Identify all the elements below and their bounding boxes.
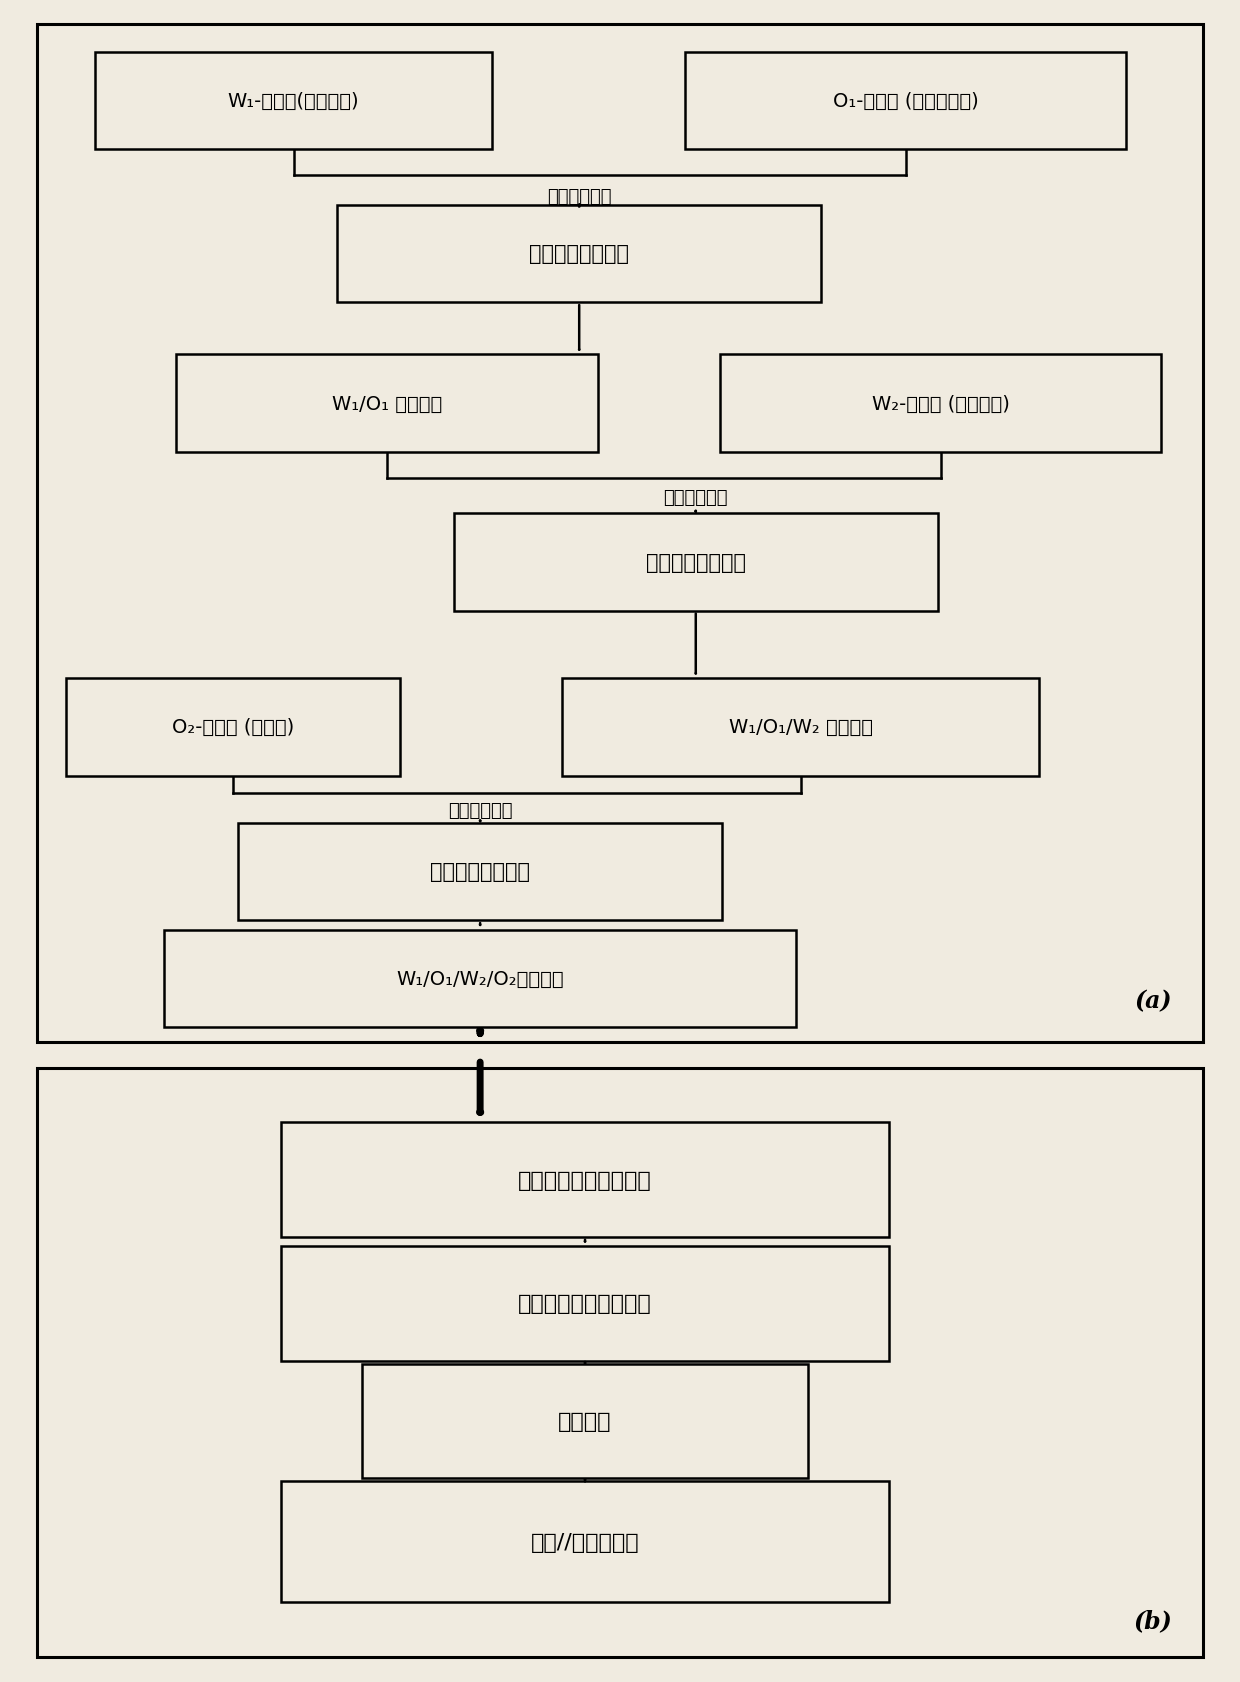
FancyBboxPatch shape xyxy=(281,1124,889,1238)
Text: O₁-内油相 (饱和食用油): O₁-内油相 (饱和食用油) xyxy=(833,93,978,111)
FancyBboxPatch shape xyxy=(164,930,796,1028)
Text: 第一次固化（氯化钙）: 第一次固化（氯化钙） xyxy=(518,1171,652,1189)
Text: W₁/O₁ 两相乳液: W₁/O₁ 两相乳液 xyxy=(332,394,441,414)
FancyBboxPatch shape xyxy=(281,1246,889,1361)
FancyBboxPatch shape xyxy=(686,52,1126,150)
FancyBboxPatch shape xyxy=(562,678,1039,775)
FancyBboxPatch shape xyxy=(337,205,821,303)
Text: 第三次快速膜乳化: 第三次快速膜乳化 xyxy=(430,861,531,881)
Text: 第二次固化（壳聚糖）: 第二次固化（壳聚糖） xyxy=(518,1293,652,1314)
FancyBboxPatch shape xyxy=(95,52,492,150)
FancyBboxPatch shape xyxy=(720,355,1161,452)
Text: W₁/O₁/W₂ 三相复乳: W₁/O₁/W₂ 三相复乳 xyxy=(729,718,873,737)
Text: 冷冻干燥: 冷冻干燥 xyxy=(558,1411,611,1431)
Text: W₁/O₁/W₂/O₂四相复乳: W₁/O₁/W₂/O₂四相复乳 xyxy=(397,969,564,989)
FancyBboxPatch shape xyxy=(362,1364,808,1478)
FancyBboxPatch shape xyxy=(238,822,722,920)
Text: 鱼油//藻油微胶囊: 鱼油//藻油微胶囊 xyxy=(531,1532,640,1552)
Text: W₁-内水相(硫酸亚铁): W₁-内水相(硫酸亚铁) xyxy=(228,93,360,111)
Text: (b): (b) xyxy=(1133,1608,1173,1632)
Text: 预先磁力搅拌: 预先磁力搅拌 xyxy=(663,488,728,506)
Text: 预先磁力搅拌: 预先磁力搅拌 xyxy=(448,802,512,819)
FancyBboxPatch shape xyxy=(281,1482,889,1603)
Text: (a): (a) xyxy=(1135,989,1172,1013)
Text: W₂-外水相 (海藻酸钠): W₂-外水相 (海藻酸钠) xyxy=(872,394,1009,414)
FancyBboxPatch shape xyxy=(454,513,937,611)
Text: 预先磁力搅拌: 预先磁力搅拌 xyxy=(547,188,611,207)
Text: 第二次快速膜乳化: 第二次快速膜乳化 xyxy=(646,552,745,572)
FancyBboxPatch shape xyxy=(66,678,401,775)
FancyBboxPatch shape xyxy=(176,355,598,452)
Text: O₂-外油相 (食用油): O₂-外油相 (食用油) xyxy=(172,718,294,737)
Text: 第一次快速膜乳化: 第一次快速膜乳化 xyxy=(529,244,629,264)
